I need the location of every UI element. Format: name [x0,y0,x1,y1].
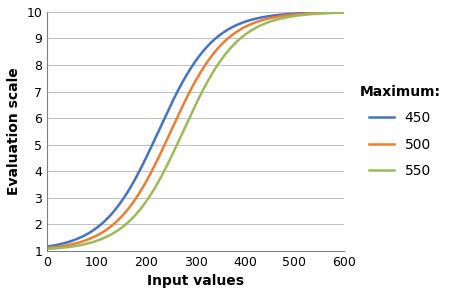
550 [188,112,194,115]
550 [332,11,338,15]
550 [278,17,284,20]
Line: 500: 500 [47,12,344,248]
550 [59,246,65,250]
450 [181,78,187,82]
550 [181,129,187,132]
500 [44,246,50,250]
Legend: 450, 500, 550: 450, 500, 550 [354,79,446,183]
450 [59,242,65,245]
500 [188,87,194,90]
450 [333,11,338,14]
450 [44,245,50,248]
550 [333,11,338,15]
500 [181,102,187,106]
500 [278,14,284,18]
X-axis label: Input values: Input values [147,274,244,288]
500 [341,11,347,14]
Y-axis label: Evaluation scale: Evaluation scale [7,68,21,195]
450 [341,10,347,14]
450 [188,65,194,69]
Line: 550: 550 [47,13,344,249]
550 [341,11,347,14]
550 [44,247,50,251]
500 [332,11,338,14]
Line: 450: 450 [47,12,344,247]
450 [278,13,284,17]
500 [59,244,65,248]
500 [333,11,338,14]
450 [332,11,338,14]
